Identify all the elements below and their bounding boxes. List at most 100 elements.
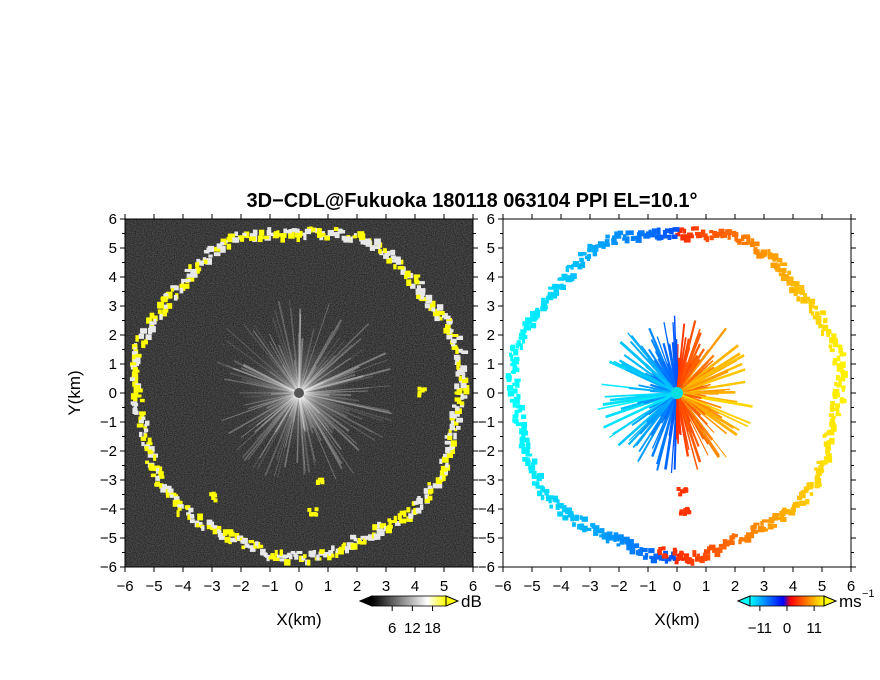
echo-blob-cell <box>675 557 680 562</box>
ring-echo-cell <box>584 256 591 260</box>
echo-blob-cell <box>678 492 683 497</box>
ring-echo-cell <box>446 335 453 340</box>
ring-echo-cell <box>216 525 222 532</box>
ring-echo-cell <box>565 507 572 515</box>
ring-echo-cell <box>283 228 288 233</box>
ring-echo-cell <box>427 482 431 486</box>
ring-echo-cell <box>177 504 184 509</box>
ring-echo-cell <box>662 230 667 237</box>
ring-echo-cell <box>415 288 422 295</box>
ring-echo-cell <box>513 352 518 356</box>
ring-echo-cell <box>809 481 814 489</box>
ring-echo-cell <box>288 554 293 560</box>
ring-echo-cell <box>328 550 334 556</box>
ring-echo-cell <box>717 547 723 553</box>
velocity-ray <box>619 340 678 395</box>
velocity-ray <box>632 392 678 449</box>
y-tick-label: 0 <box>109 385 117 402</box>
ring-echo-cell <box>836 355 841 362</box>
ring-echo-cell <box>509 346 516 350</box>
ring-echo-cell <box>690 559 695 566</box>
ring-echo-cell <box>460 365 468 373</box>
ring-echo-cell <box>557 511 564 517</box>
ring-echo-cell <box>131 351 138 356</box>
echo-blob-cell <box>663 553 668 558</box>
y-tick-label: −4 <box>100 501 117 518</box>
y-tick-label: 3 <box>487 298 495 315</box>
ring-echo-cell <box>413 508 418 515</box>
ring-echo-cell <box>395 521 401 526</box>
ring-echo-cell <box>378 249 382 254</box>
velocity-ray <box>597 392 678 411</box>
ring-echo-cell <box>512 382 520 386</box>
ring-echo-cell <box>255 541 259 546</box>
ring-echo-cell <box>510 370 516 374</box>
echo-blob-cell <box>684 488 689 493</box>
x-tick-label: −2 <box>610 578 627 595</box>
ring-echo-cell <box>622 234 627 238</box>
velocity-ray <box>676 392 695 437</box>
right-x-axis-label: X(km) <box>654 610 699 629</box>
ring-echo-cell <box>148 446 155 453</box>
ring-echo-cell <box>463 388 470 395</box>
ring-echo-cell <box>439 458 443 464</box>
ring-echo-cell <box>840 377 846 382</box>
ring-echo-cell <box>146 442 153 446</box>
ring-echo-cell <box>816 316 822 322</box>
ring-echo-cell <box>555 504 560 510</box>
ring-echo-cell <box>445 462 449 468</box>
ring-echo-cell <box>155 475 161 481</box>
ring-echo-cell <box>762 519 769 523</box>
ring-echo-cell <box>449 423 455 431</box>
ring-echo-cell <box>760 521 764 526</box>
ring-echo-cell <box>797 285 805 291</box>
ring-echo-cell <box>144 446 151 452</box>
ring-echo-cell <box>415 507 422 514</box>
ring-echo-cell <box>818 324 824 329</box>
y-tick-label: 5 <box>109 240 117 257</box>
y-tick-label: −2 <box>478 443 495 460</box>
ring-echo-cell <box>622 237 626 241</box>
ring-echo-cell <box>439 316 443 321</box>
ring-echo-cell <box>635 236 642 243</box>
ring-echo-cell <box>525 442 531 449</box>
ring-echo-cell <box>841 371 848 378</box>
ring-echo-cell <box>424 494 429 499</box>
ring-echo-cell <box>410 283 416 289</box>
ring-echo-cell <box>387 518 392 522</box>
ring-echo-cell <box>226 243 232 250</box>
ring-echo-cell <box>424 303 430 309</box>
ring-echo-cell <box>762 253 767 257</box>
ring-echo-cell <box>170 285 178 289</box>
ring-echo-cell <box>150 473 157 478</box>
ring-echo-cell <box>537 473 544 479</box>
ring-echo-cell <box>518 443 526 449</box>
ring-echo-cell <box>832 340 839 348</box>
ring-echo-cell <box>767 249 771 256</box>
ring-echo-cell <box>248 540 255 544</box>
ring-echo-cell <box>257 235 263 243</box>
ring-echo-cell <box>418 281 425 285</box>
ring-echo-cell <box>290 551 296 555</box>
ring-echo-cell <box>450 419 454 426</box>
ring-echo-cell <box>385 526 392 534</box>
ring-echo-cell <box>809 306 813 314</box>
ring-echo-cell <box>278 233 285 237</box>
ring-echo-cell <box>395 258 401 265</box>
ring-echo-cell <box>791 281 797 287</box>
ring-echo-cell <box>330 553 335 558</box>
ring-echo-cell <box>506 376 512 383</box>
ring-echo-cell <box>141 342 146 348</box>
ring-echo-cell <box>597 241 605 247</box>
ring-echo-cell <box>825 448 830 455</box>
ring-echo-cell <box>760 249 768 255</box>
ring-echo-cell <box>593 525 600 532</box>
ring-echo-cell <box>835 410 840 414</box>
ring-echo-cell <box>372 524 379 531</box>
ring-echo-cell <box>815 319 822 325</box>
ring-echo-cell <box>692 550 697 557</box>
ring-echo-cell <box>159 483 164 489</box>
ring-echo-cell <box>446 319 453 324</box>
ring-echo-cell <box>303 554 307 559</box>
ring-echo-cell <box>771 253 779 261</box>
